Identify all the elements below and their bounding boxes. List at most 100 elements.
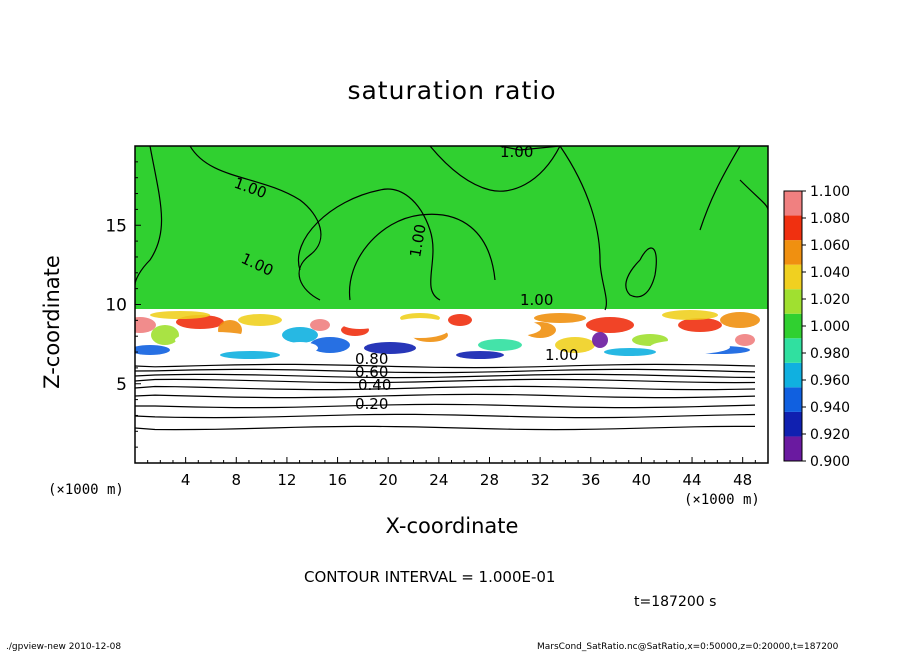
cloud-color-blobs bbox=[135, 310, 760, 359]
field-blob bbox=[592, 332, 608, 348]
footer-left: ./gpview-new 2010-12-08 bbox=[6, 642, 122, 652]
contour-label: 0.40 bbox=[358, 376, 391, 394]
cloud-patch bbox=[340, 315, 380, 329]
colorbar-swatch bbox=[784, 313, 802, 339]
contour-label: 1.00 bbox=[520, 291, 553, 309]
contour-label: 1.00 bbox=[545, 346, 578, 364]
field-blob bbox=[135, 345, 170, 355]
x-tick-label: 44 bbox=[682, 471, 701, 489]
colorbar-label: 0.960 bbox=[810, 373, 850, 389]
x-tick-label: 36 bbox=[581, 471, 600, 489]
x-tick-label: 32 bbox=[531, 471, 550, 489]
field-blob bbox=[678, 318, 722, 332]
contour-label: 0.20 bbox=[355, 395, 388, 413]
contour-label: 1.00 bbox=[406, 223, 430, 259]
x-tick-label: 16 bbox=[328, 471, 347, 489]
x-tick-label: 20 bbox=[379, 471, 398, 489]
cloud-patch bbox=[282, 342, 318, 354]
colorbar: 0.900 0.920 0.940 0.960 0.980 1.000 1.020 1.040… bbox=[783, 184, 850, 470]
contour-line bbox=[699, 146, 741, 231]
contour-line bbox=[135, 403, 756, 409]
contour-label: 0.80 bbox=[355, 350, 388, 368]
x-tick-label: 28 bbox=[480, 471, 499, 489]
y-tick-label: 10 bbox=[105, 296, 127, 316]
colorbar-swatch bbox=[784, 436, 802, 461]
field-blob bbox=[555, 337, 595, 353]
colorbar-swatch bbox=[784, 338, 802, 363]
x-tick-label: 48 bbox=[733, 471, 752, 489]
field-blob bbox=[735, 334, 755, 346]
field-blob bbox=[478, 339, 522, 351]
field-layer: 1.001.001.001.001.001.000.800.600.400.20 bbox=[135, 143, 768, 463]
contour-line bbox=[135, 425, 755, 431]
contour-label: 0.60 bbox=[355, 363, 388, 381]
x-unit-label-right: (×1000 m) bbox=[684, 492, 760, 508]
colorbar-label: 1.080 bbox=[810, 211, 850, 227]
colorbar-swatch bbox=[784, 215, 802, 241]
colorbar-swatch bbox=[784, 240, 802, 265]
contour-lines bbox=[135, 146, 768, 431]
field-blob bbox=[604, 348, 656, 356]
field-blob bbox=[282, 327, 318, 343]
field-blob bbox=[310, 319, 330, 331]
colorbar-swatch bbox=[784, 387, 802, 412]
field-blob bbox=[586, 317, 634, 333]
contour-line bbox=[348, 213, 496, 301]
y-tick-label: 15 bbox=[105, 216, 127, 236]
contour-line bbox=[135, 385, 756, 391]
colorbar-swatch bbox=[784, 411, 802, 437]
cloud-patch bbox=[390, 318, 450, 338]
contour-line bbox=[135, 378, 756, 384]
cloud-patch bbox=[175, 332, 255, 348]
colorbar-label: 1.000 bbox=[810, 319, 850, 335]
field-blob bbox=[150, 311, 210, 319]
chart-title: saturation ratio bbox=[347, 76, 557, 105]
cloud-patch bbox=[650, 340, 730, 354]
colorbar-swatch bbox=[784, 362, 802, 388]
field-blob bbox=[448, 314, 472, 326]
contour-line bbox=[189, 146, 322, 301]
x-unit-label-left: (×1000 m) bbox=[48, 482, 124, 498]
x-tick-label: 24 bbox=[429, 471, 448, 489]
contour-label: 1.00 bbox=[500, 143, 533, 161]
field-blob bbox=[310, 337, 350, 353]
contour-line bbox=[135, 413, 756, 419]
colorbar-swatch bbox=[784, 264, 802, 290]
field-blob bbox=[220, 351, 280, 359]
x-tick-label: 12 bbox=[277, 471, 296, 489]
colorbar-label: 1.060 bbox=[810, 238, 850, 254]
time-label: t=187200 s bbox=[634, 594, 717, 610]
colorbar-label: 0.940 bbox=[810, 400, 850, 416]
contour-labels: 1.001.001.001.001.001.000.800.600.400.20 bbox=[232, 143, 579, 413]
contour-line bbox=[135, 373, 756, 379]
saturated-region bbox=[135, 146, 768, 309]
footer-right: MarsCond_SatRatio.nc@SatRatio,x=0:50000,… bbox=[537, 642, 839, 652]
colorbar-label: 0.920 bbox=[810, 427, 850, 443]
field-blob bbox=[135, 317, 156, 333]
contour-line bbox=[499, 146, 561, 151]
colorbar-label: 0.900 bbox=[810, 454, 850, 470]
x-tick-label: 4 bbox=[181, 471, 191, 489]
field-blob bbox=[238, 314, 282, 326]
colorbar-label: 1.100 bbox=[810, 184, 850, 200]
x-tick-label: 40 bbox=[632, 471, 651, 489]
field-blob bbox=[662, 310, 718, 320]
contour-line bbox=[135, 393, 756, 399]
contour-line bbox=[135, 363, 756, 369]
contour-line bbox=[135, 368, 756, 374]
colorbar-swatch bbox=[784, 289, 802, 314]
contour-line bbox=[559, 146, 607, 311]
cloud-patch bbox=[489, 320, 541, 336]
y-tick-label: 5 bbox=[116, 375, 127, 395]
field-blob bbox=[364, 342, 416, 354]
field-blob bbox=[720, 312, 760, 328]
x-axis-label: X-coordinate bbox=[385, 514, 519, 538]
contour-interval-label: CONTOUR INTERVAL = 1.000E-01 bbox=[304, 568, 556, 586]
contour-line bbox=[429, 146, 561, 192]
x-tick-label: 8 bbox=[232, 471, 242, 489]
field-blob bbox=[534, 313, 586, 323]
colorbar-label: 1.020 bbox=[810, 292, 850, 308]
field-blob bbox=[151, 325, 179, 345]
